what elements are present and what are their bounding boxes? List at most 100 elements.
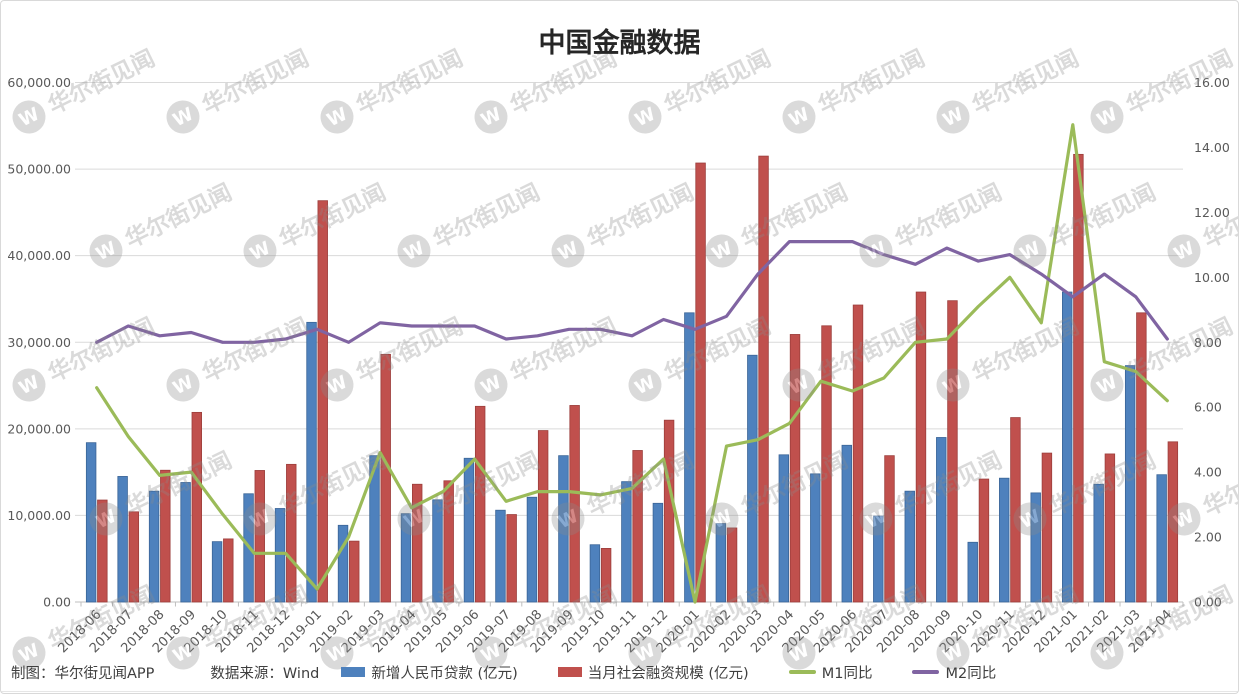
bar-total-social-financing (506, 514, 517, 603)
watermark-logo-icon (628, 636, 662, 670)
watermark-logo-icon (551, 502, 585, 536)
legend-item-m1-yoy: M1同比 (788, 662, 872, 683)
watermark-unit: W 华尔街见闻 (243, 179, 390, 268)
y-left-tick-label: 40,000.00 (7, 248, 71, 263)
watermark-logo-icon (243, 502, 277, 536)
watermark-logo-icon (628, 368, 662, 402)
y-right-tick-label: 0.00 (1194, 595, 1222, 610)
bar-total-social-financing (160, 469, 171, 603)
bar-total-social-financing (632, 450, 643, 603)
bar-new-rmb-loans (463, 457, 475, 603)
bar-total-social-financing (1073, 153, 1084, 603)
chart-title: 中国金融数据 (538, 28, 701, 59)
legend-label: 当月社会融资规模 (亿元) (587, 665, 749, 682)
bar-total-social-financing (663, 419, 675, 603)
watermark-logo-icon (12, 100, 46, 134)
bar-new-rmb-loans (999, 477, 1010, 603)
watermark-logo-icon (782, 368, 816, 402)
watermark-text: 华尔街见闻 (198, 313, 313, 388)
bar-total-social-financing (411, 483, 423, 603)
watermark-text: 华尔街见闻 (429, 179, 544, 254)
bar-total-social-financing (884, 455, 895, 603)
bar-new-rmb-loans (904, 490, 915, 603)
bar-new-rmb-loans (1124, 365, 1136, 603)
watermark-logo-icon (397, 502, 431, 536)
watermark-logo-icon (936, 636, 970, 670)
legend-label: 新增人民币贷款 (亿元) (371, 665, 518, 682)
bar-total-social-financing (947, 300, 958, 603)
watermark-logo-icon (782, 100, 816, 134)
watermark-unit: W 华尔街见闻 (12, 313, 159, 402)
watermark-logo-icon (551, 234, 585, 268)
legend-line-swatch (788, 670, 816, 674)
watermark-logo-icon (12, 636, 46, 670)
watermark-logo-icon (474, 100, 508, 134)
bar-total-social-financing (223, 538, 234, 603)
legend-item-new-rmb-loans: 新增人民币贷款 (亿元) (341, 662, 518, 683)
watermark-logo-icon (12, 368, 46, 402)
bar-total-social-financing (191, 411, 203, 603)
bar-total-social-financing (915, 291, 927, 603)
watermark-logo-icon (320, 636, 354, 670)
bar-new-rmb-loans (652, 502, 664, 603)
bar-total-social-financing (695, 162, 706, 603)
bar-new-rmb-loans (558, 455, 569, 603)
y-left-tick-label: 30,000.00 (7, 335, 71, 350)
y-right-tick-label: 16.00 (1194, 75, 1230, 90)
y-left-tick-label: 50,000.00 (7, 162, 71, 177)
watermark-logo-icon (859, 502, 893, 536)
bar-total-social-financing (537, 430, 549, 603)
legend-item-m2-yoy: M2同比 (912, 662, 996, 683)
watermark-logo-icon (89, 502, 123, 536)
y-right-tick-label: 2.00 (1194, 530, 1222, 545)
bar-total-social-financing (128, 511, 140, 603)
bar-total-social-financing (600, 548, 612, 603)
watermark-logo-icon (859, 234, 893, 268)
bars-new-rmb-loans (85, 291, 1167, 603)
y-left-tick-label: 20,000.00 (7, 421, 71, 436)
watermark-logo-icon (166, 100, 200, 134)
bar-new-rmb-loans (967, 541, 978, 603)
bar-total-social-financing (97, 499, 108, 603)
watermark-logo-icon (397, 234, 431, 268)
y-axis-left-labels: 0.00 10,000.00 20,000.00 30,000.00 40,000.00… (7, 75, 71, 610)
watermark-logo-icon (1167, 502, 1201, 536)
bar-total-social-financing (1041, 452, 1053, 603)
watermark-text: 华尔街见闻 (352, 313, 467, 388)
watermark-logo-icon (243, 234, 277, 268)
x-axis-ticks (80, 602, 1184, 607)
watermark-logo-icon (474, 368, 508, 402)
bar-new-rmb-loans (873, 515, 884, 603)
watermark-text: 华尔街见闻 (506, 313, 621, 388)
data-source-label: 数据来源：Wind (210, 665, 320, 682)
legend-bar-swatch (557, 667, 582, 677)
bar-new-rmb-loans (117, 476, 128, 603)
bar-new-rmb-loans (1093, 483, 1104, 603)
footer: 制图：华尔街见闻APP 数据来源：Wind 新增人民币贷款 (亿元) 当月社会融资… (1, 653, 1238, 691)
watermark-unit: W 华尔街见闻 (1090, 313, 1237, 402)
watermark-text: 华尔街见闻 (1199, 447, 1239, 522)
bar-total-social-financing (380, 353, 391, 603)
watermark-logo-icon (1013, 234, 1047, 268)
bar-new-rmb-loans (400, 513, 412, 603)
watermark-logo-icon (166, 368, 200, 402)
bars-total-social-financing (97, 153, 1179, 603)
bar-new-rmb-loans (495, 509, 506, 603)
watermark-logo-icon (166, 636, 200, 670)
bar-total-social-financing (852, 304, 864, 603)
watermark-text: 华尔街见闻 (121, 179, 236, 254)
y-right-tick-label: 14.00 (1194, 140, 1230, 155)
watermark-unit: W 华尔街见闻 (1167, 179, 1238, 268)
watermark-logo-icon (782, 636, 816, 670)
bar-new-rmb-loans (936, 437, 947, 603)
bar-new-rmb-loans (148, 490, 160, 603)
bar-total-social-financing (1167, 441, 1179, 603)
chart-maker-label: 制图：华尔街见闻APP (11, 665, 155, 682)
bar-new-rmb-loans (684, 312, 695, 603)
bar-new-rmb-loans (621, 481, 632, 603)
bar-total-social-financing (758, 155, 769, 603)
bar-new-rmb-loans (747, 354, 758, 603)
line-m2-yoy (95, 240, 1169, 344)
bar-total-social-financing (821, 325, 832, 603)
